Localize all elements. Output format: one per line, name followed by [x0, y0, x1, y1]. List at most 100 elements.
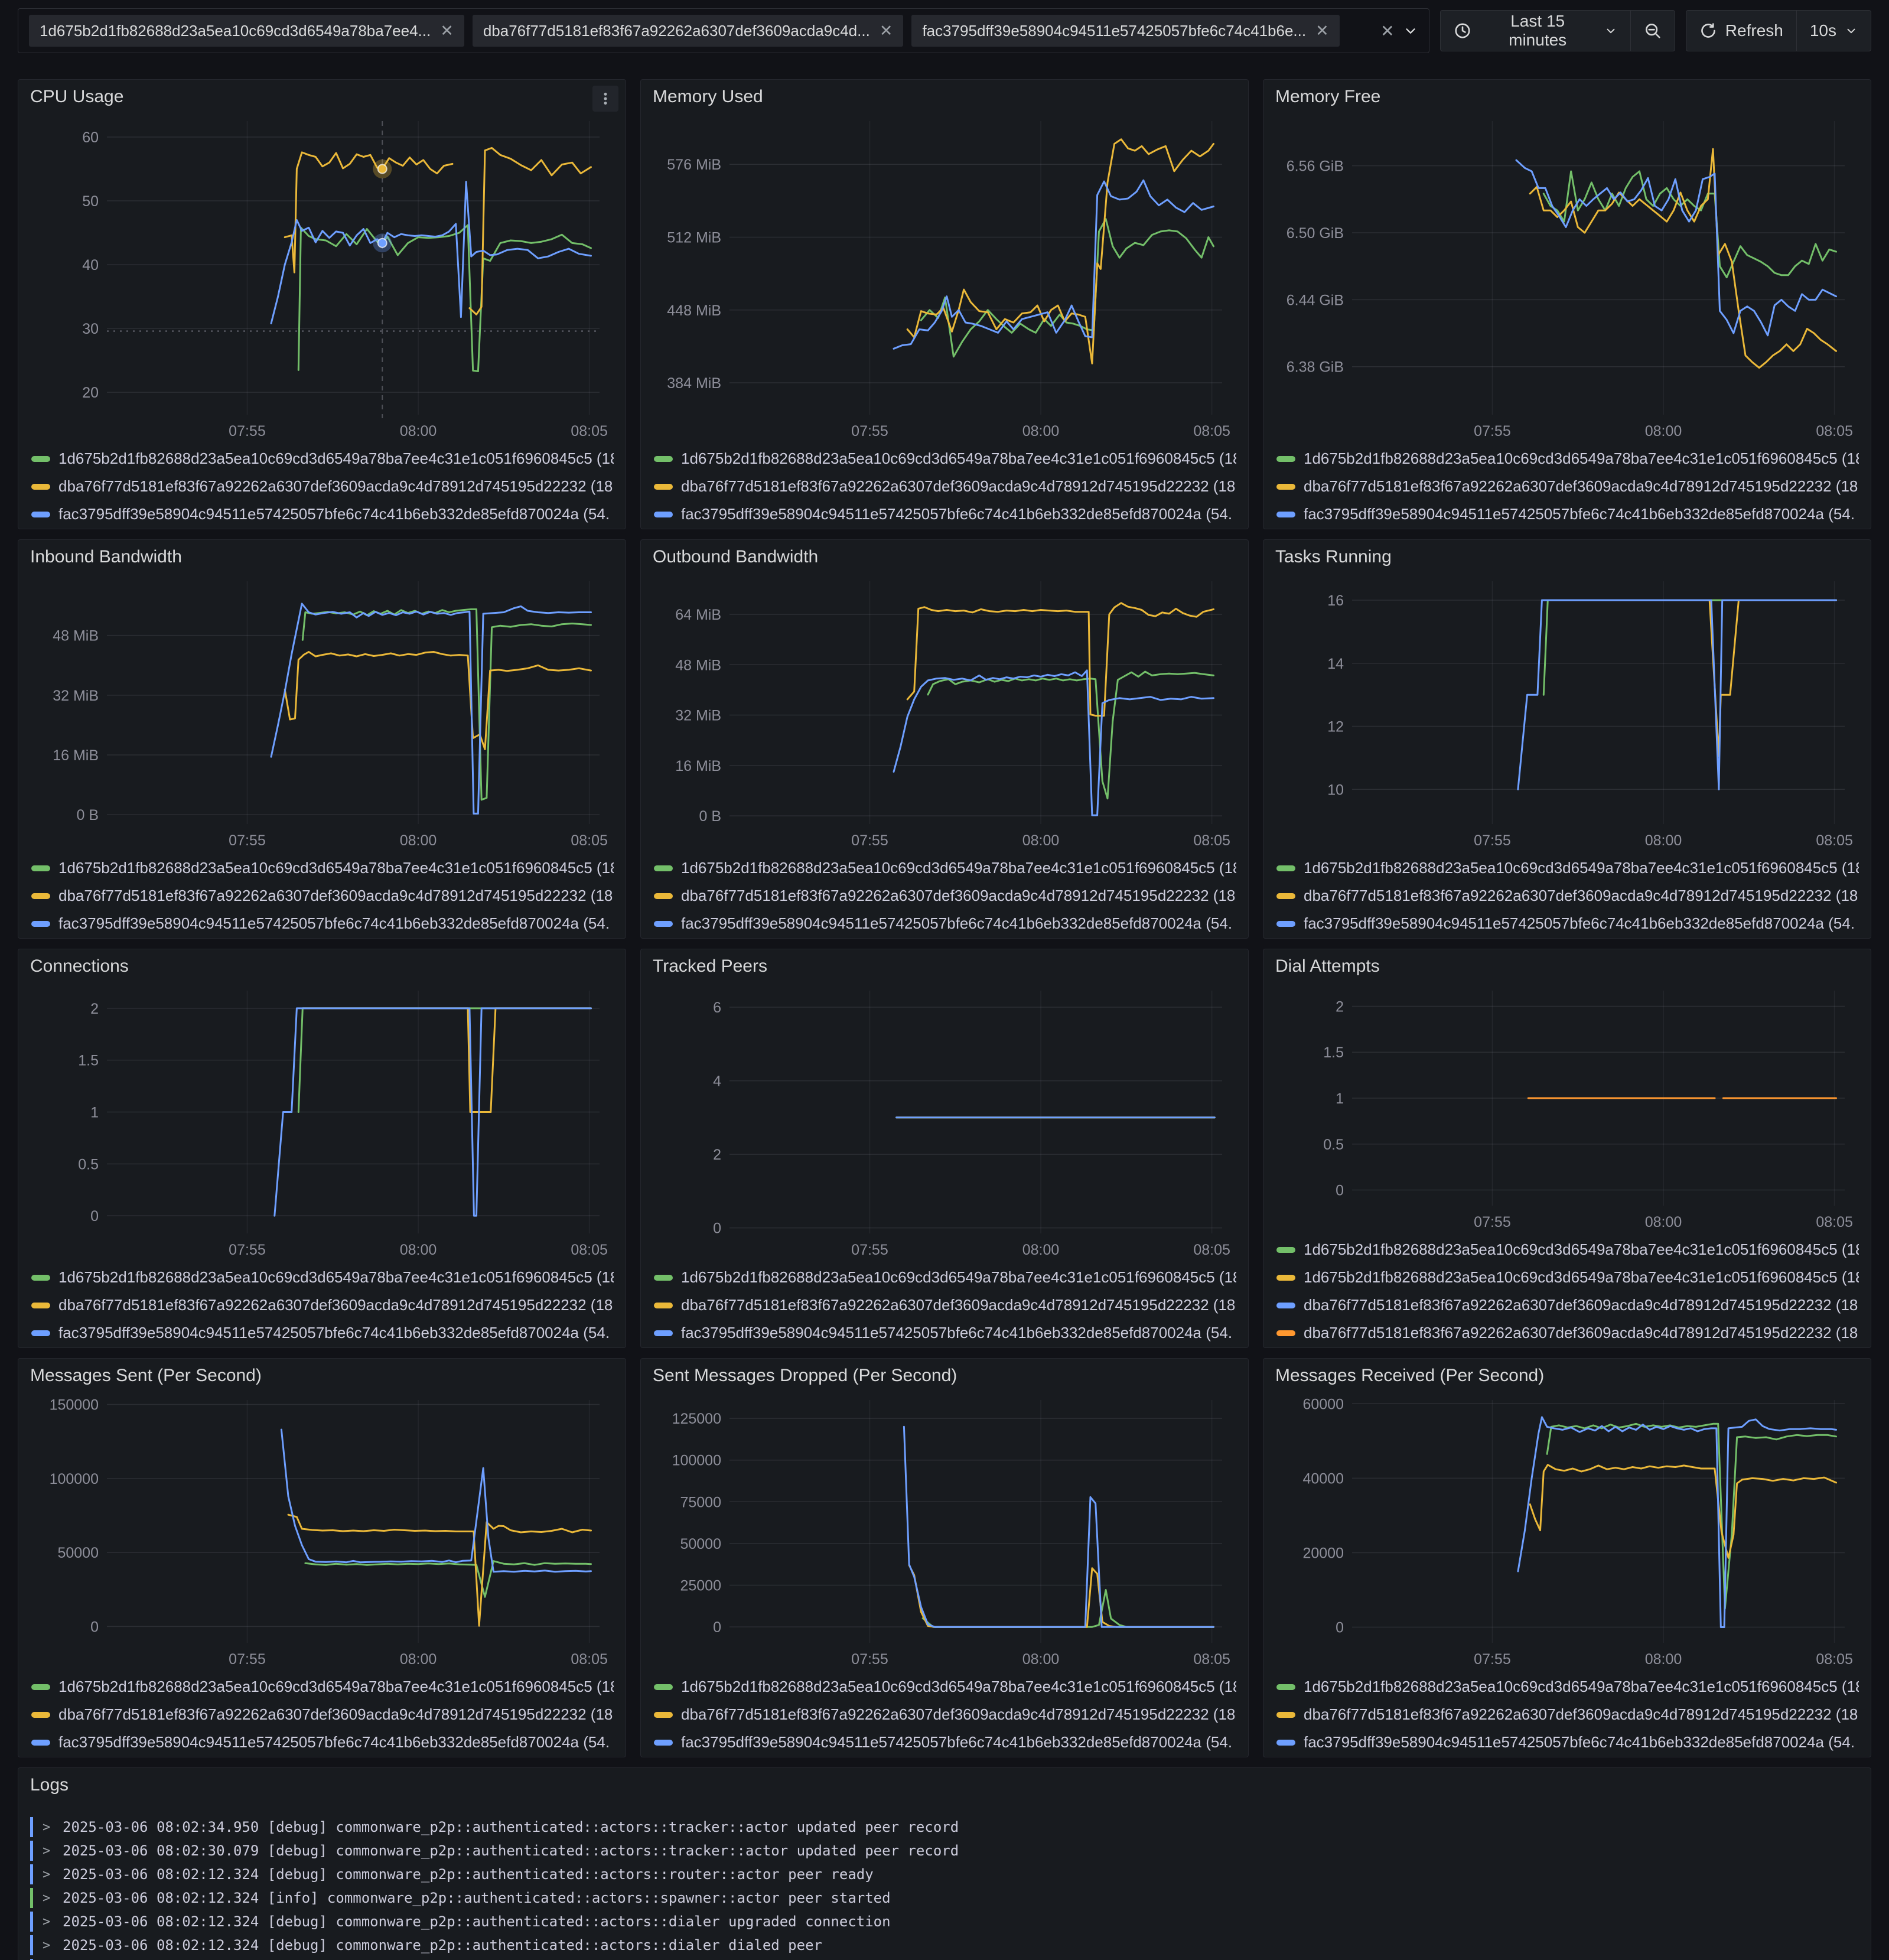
legend-item[interactable]: fac3795dff39e58904c94511e57425057bfe6c74… — [1276, 910, 1859, 937]
panel-title[interactable]: Tasks Running — [1275, 547, 1392, 566]
panel-title[interactable]: Sent Messages Dropped (Per Second) — [653, 1366, 957, 1385]
log-expand-icon[interactable]: > — [43, 1890, 51, 1906]
legend-item[interactable]: fac3795dff39e58904c94511e57425057bfe6c74… — [31, 910, 614, 937]
legend-item[interactable]: 1d675b2d1fb82688d23a5ea10c69cd3d6549a78b… — [31, 854, 614, 882]
legend-item[interactable]: fac3795dff39e58904c94511e57425057bfe6c74… — [654, 1319, 1236, 1347]
log-row[interactable]: >2025-03-06 08:02:30.079 [debug] commonw… — [30, 1839, 1859, 1863]
chevron-down-icon[interactable] — [1403, 23, 1418, 38]
legend-item[interactable]: dba76f77d5181ef83f67a92262a6307def3609ac… — [1276, 1291, 1859, 1319]
chart-dial-attempts[interactable]: 0 0.5 1 1.5 2 07:55 08:00 08:05 — [1275, 984, 1860, 1230]
log-expand-icon[interactable]: > — [43, 1938, 51, 1953]
legend-item[interactable]: dba76f77d5181ef83f67a92262a6307def3609ac… — [654, 882, 1236, 910]
legend-item[interactable]: fac3795dff39e58904c94511e57425057bfe6c74… — [31, 1728, 614, 1756]
chart-area[interactable]: 10 12 14 16 07:55 08:00 08:05 — [1275, 574, 1859, 852]
filter-chip[interactable]: dba76f77d5181ef83f67a92262a6307def3609ac… — [472, 15, 904, 47]
legend-item[interactable]: 1d675b2d1fb82688d23a5ea10c69cd3d6549a78b… — [654, 445, 1236, 473]
filter-chip[interactable]: fac3795dff39e58904c94511e57425057bfe6c74… — [911, 15, 1340, 47]
legend-item[interactable]: dba76f77d5181ef83f67a92262a6307def3609ac… — [654, 473, 1236, 500]
panel-title[interactable]: Outbound Bandwidth — [653, 547, 819, 566]
legend-item[interactable]: dba76f77d5181ef83f67a92262a6307def3609ac… — [1276, 1319, 1859, 1347]
chart-area[interactable]: 6.38 GiB 6.44 GiB 6.50 GiB 6.56 GiB 07:55 08:… — [1275, 114, 1859, 442]
legend-item[interactable]: dba76f77d5181ef83f67a92262a6307def3609ac… — [1276, 882, 1859, 910]
refresh-interval-picker[interactable]: 10s — [1796, 10, 1871, 51]
legend-item[interactable]: 1d675b2d1fb82688d23a5ea10c69cd3d6549a78b… — [1276, 1673, 1859, 1701]
log-expand-icon[interactable]: > — [43, 1867, 51, 1882]
chart-area[interactable]: 0 25000 50000 75000 100000 125000 07:55 08:00 08… — [653, 1393, 1236, 1671]
chart-connections[interactable]: 0 0.5 1 1.5 2 07:55 08:00 08:05 — [30, 984, 615, 1258]
chart-area[interactable]: 0 0.5 1 1.5 2 07:55 08:00 08:05 — [30, 984, 614, 1261]
chart-area[interactable]: 0 B 16 MiB 32 MiB 48 MiB 07:55 08:00 08:05 — [30, 574, 614, 852]
time-range-picker[interactable]: Last 15 minutes — [1439, 10, 1631, 51]
log-row[interactable]: >2025-03-06 08:02:12.324 [debug] commonw… — [30, 1863, 1859, 1886]
panel-title[interactable]: Tracked Peers — [653, 956, 767, 976]
chart-area[interactable]: 0 50000 100000 150000 07:55 08:00 08:05 — [30, 1393, 614, 1671]
chart-messages-received[interactable]: 0 20000 40000 60000 07:55 08:00 08:05 — [1275, 1393, 1860, 1668]
log-row[interactable]: >2025-03-06 08:02:12.324 [debug] commonw… — [30, 1910, 1859, 1933]
close-icon[interactable]: ✕ — [879, 21, 893, 40]
legend-item[interactable]: dba76f77d5181ef83f67a92262a6307def3609ac… — [31, 473, 614, 500]
legend-item[interactable]: 1d675b2d1fb82688d23a5ea10c69cd3d6549a78b… — [654, 1264, 1236, 1291]
legend-item[interactable]: fac3795dff39e58904c94511e57425057bfe6c74… — [31, 1319, 614, 1347]
zoom-out-button[interactable] — [1630, 10, 1675, 51]
legend-item[interactable]: 1d675b2d1fb82688d23a5ea10c69cd3d6549a78b… — [1276, 1236, 1859, 1264]
refresh-button[interactable]: Refresh — [1685, 10, 1797, 51]
legend-item[interactable]: dba76f77d5181ef83f67a92262a6307def3609ac… — [1276, 1701, 1859, 1728]
legend-item[interactable]: 1d675b2d1fb82688d23a5ea10c69cd3d6549a78b… — [31, 1264, 614, 1291]
close-icon[interactable]: ✕ — [440, 21, 454, 40]
legend-item[interactable]: dba76f77d5181ef83f67a92262a6307def3609ac… — [654, 1291, 1236, 1319]
legend-item[interactable]: 1d675b2d1fb82688d23a5ea10c69cd3d6549a78b… — [31, 1673, 614, 1701]
log-expand-icon[interactable]: > — [43, 1819, 51, 1835]
chart-messages-sent[interactable]: 0 50000 100000 150000 07:55 08:00 08:05 — [30, 1393, 615, 1668]
chart-sent-messages-dropped[interactable]: 0 25000 50000 75000 100000 125000 07:55 08:00 08… — [653, 1393, 1237, 1668]
chart-area[interactable]: 0 B 16 MiB 32 MiB 48 MiB 64 MiB 07:55 08:00 08:… — [653, 574, 1236, 852]
chart-area[interactable]: 384 MiB 448 MiB 512 MiB 576 MiB 07:55 08:00 08… — [653, 114, 1236, 442]
panel-title[interactable]: CPU Usage — [30, 87, 124, 106]
legend-item[interactable]: dba76f77d5181ef83f67a92262a6307def3609ac… — [31, 882, 614, 910]
close-icon[interactable]: ✕ — [1315, 21, 1329, 40]
chart-area[interactable]: 0 2 4 6 07:55 08:00 08:05 — [653, 984, 1236, 1261]
legend-item[interactable]: 1d675b2d1fb82688d23a5ea10c69cd3d6549a78b… — [1276, 854, 1859, 882]
node-filter-combobox[interactable]: 1d675b2d1fb82688d23a5ea10c69cd3d6549a78b… — [18, 8, 1429, 53]
legend-item[interactable]: dba76f77d5181ef83f67a92262a6307def3609ac… — [31, 1291, 614, 1319]
clear-filters-icon[interactable]: ✕ — [1380, 21, 1395, 40]
legend-item[interactable]: dba76f77d5181ef83f67a92262a6307def3609ac… — [1276, 473, 1859, 500]
legend-item[interactable]: fac3795dff39e58904c94511e57425057bfe6c74… — [654, 1728, 1236, 1756]
legend-item[interactable]: fac3795dff39e58904c94511e57425057bfe6c74… — [1276, 500, 1859, 528]
log-row[interactable]: >2025-03-06 08:02:12.286 [debug] commonw… — [30, 1957, 1859, 1960]
panel-title[interactable]: Memory Used — [653, 87, 763, 106]
legend-item[interactable]: 1d675b2d1fb82688d23a5ea10c69cd3d6549a78b… — [654, 1673, 1236, 1701]
log-expand-icon[interactable]: > — [43, 1843, 51, 1858]
legend-item[interactable]: fac3795dff39e58904c94511e57425057bfe6c74… — [654, 500, 1236, 528]
panel-title[interactable]: Connections — [30, 956, 129, 976]
log-row[interactable]: >2025-03-06 08:02:34.950 [debug] commonw… — [30, 1815, 1859, 1839]
panel-title[interactable]: Messages Sent (Per Second) — [30, 1366, 262, 1385]
log-row[interactable]: >2025-03-06 08:02:12.324 [debug] commonw… — [30, 1933, 1859, 1957]
log-row[interactable]: >2025-03-06 08:02:12.324 [info] commonwa… — [30, 1886, 1859, 1910]
chart-cpu-usage[interactable]: 20 30 40 50 60 07:55 08:00 08:05 — [30, 114, 615, 439]
chart-tracked-peers[interactable]: 0 2 4 6 07:55 08:00 08:05 — [653, 984, 1237, 1258]
panel-title[interactable]: Memory Free — [1275, 87, 1381, 106]
panel-title[interactable]: Messages Received (Per Second) — [1275, 1366, 1545, 1385]
legend-item[interactable]: 1d675b2d1fb82688d23a5ea10c69cd3d6549a78b… — [31, 445, 614, 473]
panel-title[interactable]: Logs — [30, 1775, 69, 1795]
panel-title[interactable]: Dial Attempts — [1275, 956, 1380, 976]
legend-item[interactable]: 1d675b2d1fb82688d23a5ea10c69cd3d6549a78b… — [654, 854, 1236, 882]
legend-item[interactable]: fac3795dff39e58904c94511e57425057bfe6c74… — [31, 500, 614, 528]
legend-item[interactable]: fac3795dff39e58904c94511e57425057bfe6c74… — [654, 910, 1236, 937]
kebab-menu-icon[interactable] — [592, 86, 618, 112]
chart-area[interactable]: 0 20000 40000 60000 07:55 08:00 08:05 — [1275, 1393, 1859, 1671]
legend-item[interactable]: 1d675b2d1fb82688d23a5ea10c69cd3d6549a78b… — [1276, 1264, 1859, 1291]
legend-item[interactable]: 1d675b2d1fb82688d23a5ea10c69cd3d6549a78b… — [1276, 445, 1859, 473]
chart-inbound-bandwidth[interactable]: 0 B 16 MiB 32 MiB 48 MiB 07:55 08:00 08:05 — [30, 574, 615, 849]
chart-memory-used[interactable]: 384 MiB 448 MiB 512 MiB 576 MiB 07:55 08:00 08… — [653, 114, 1237, 439]
chart-area[interactable]: 0 0.5 1 1.5 2 07:55 08:00 08:05 — [1275, 984, 1859, 1233]
legend-item[interactable]: fac3795dff39e58904c94511e57425057bfe6c74… — [1276, 1728, 1859, 1756]
panel-title[interactable]: Inbound Bandwidth — [30, 547, 182, 566]
legend-item[interactable]: dba76f77d5181ef83f67a92262a6307def3609ac… — [31, 1701, 614, 1728]
chart-memory-free[interactable]: 6.38 GiB 6.44 GiB 6.50 GiB 6.56 GiB 07:55 08:… — [1275, 114, 1860, 439]
chart-tasks-running[interactable]: 10 12 14 16 07:55 08:00 08:05 — [1275, 574, 1860, 849]
chart-area[interactable]: 20 30 40 50 60 07:55 08:00 08:05 — [30, 114, 614, 442]
log-expand-icon[interactable]: > — [43, 1914, 51, 1929]
filter-chip[interactable]: 1d675b2d1fb82688d23a5ea10c69cd3d6549a78b… — [29, 15, 464, 47]
legend-item[interactable]: dba76f77d5181ef83f67a92262a6307def3609ac… — [654, 1701, 1236, 1728]
